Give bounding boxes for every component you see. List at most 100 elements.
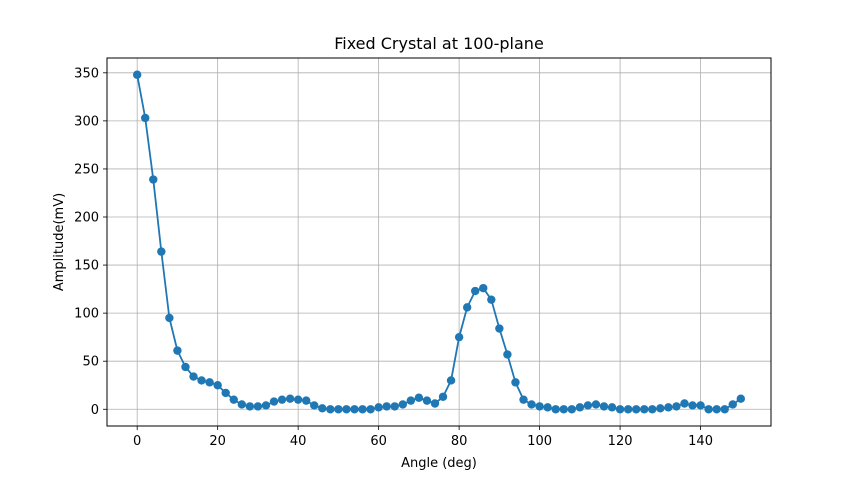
data-point <box>293 395 303 404</box>
y-tick-label: 350 <box>74 66 99 81</box>
data-point <box>535 402 544 411</box>
data-point <box>712 405 721 414</box>
data-point <box>704 405 713 414</box>
data-point <box>414 393 424 402</box>
data-point <box>664 403 673 412</box>
y-tick-label: 300 <box>74 114 99 129</box>
data-point <box>648 405 657 414</box>
data-point <box>607 403 617 412</box>
data-point <box>253 402 263 411</box>
data-point <box>358 405 367 414</box>
data-point <box>543 403 552 412</box>
data-point <box>696 401 705 410</box>
data-point <box>422 396 432 405</box>
data-point <box>173 346 182 355</box>
data-point <box>454 332 464 342</box>
data-point <box>583 401 593 410</box>
data-point <box>688 401 697 410</box>
data-point <box>237 400 247 409</box>
data-point <box>132 70 142 79</box>
data-series <box>132 70 746 414</box>
data-point <box>141 113 150 123</box>
y-tick-label: 50 <box>82 355 99 370</box>
data-point <box>720 405 729 414</box>
data-point <box>277 395 287 404</box>
data-point <box>326 405 335 414</box>
plot-frame <box>106 57 772 427</box>
data-point <box>599 402 609 411</box>
data-point <box>631 405 641 414</box>
y-axis-ticks: 0 50 100 150 200 250 300 350 <box>74 66 107 418</box>
data-point <box>487 295 496 304</box>
data-point <box>197 376 206 385</box>
data-point <box>567 405 576 414</box>
x-tick-label: 0 <box>133 434 141 449</box>
data-point <box>334 405 343 414</box>
chart-title: Fixed Crystal at 100-plane <box>334 34 544 53</box>
data-point <box>213 381 222 390</box>
data-point <box>559 405 568 414</box>
data-point <box>406 396 416 405</box>
data-point <box>398 400 407 409</box>
data-point <box>591 400 601 409</box>
data-point <box>310 401 319 410</box>
data-point <box>736 394 746 403</box>
y-tick-label: 250 <box>74 162 99 177</box>
data-point <box>350 405 359 414</box>
data-point <box>503 350 512 359</box>
data-point <box>302 396 311 405</box>
data-point <box>519 395 528 404</box>
data-point <box>623 405 633 414</box>
data-point <box>656 404 665 413</box>
data-point <box>382 402 391 411</box>
data-point <box>728 400 737 409</box>
x-tick-label: 120 <box>608 434 633 449</box>
data-point <box>527 400 536 409</box>
x-tick-label: 80 <box>451 434 468 449</box>
data-point <box>181 362 190 372</box>
data-point <box>374 403 383 412</box>
data-point <box>269 397 279 406</box>
data-point <box>446 376 456 385</box>
y-tick-label: 100 <box>74 307 99 322</box>
data-point <box>342 405 351 414</box>
data-point <box>672 402 681 411</box>
data-point <box>462 303 472 312</box>
data-point <box>438 392 448 401</box>
data-point <box>157 247 166 256</box>
y-axis-label: Amplitude(mV) <box>52 193 67 291</box>
x-axis-label: Angle (deg) <box>401 456 477 471</box>
x-axis-ticks: 0 20 40 60 80 100 120 140 <box>133 426 713 449</box>
data-point <box>551 405 560 414</box>
data-point <box>221 388 230 398</box>
x-tick-label: 20 <box>209 434 226 449</box>
data-point <box>245 402 255 411</box>
grid <box>107 58 771 426</box>
y-tick-label: 200 <box>74 211 99 226</box>
y-tick-label: 0 <box>91 403 99 418</box>
data-point <box>318 404 327 413</box>
data-point <box>430 399 440 408</box>
y-tick-label: 150 <box>74 259 99 274</box>
x-tick-label: 60 <box>370 434 387 449</box>
data-point <box>165 313 174 323</box>
data-point <box>390 402 399 411</box>
data-point <box>189 372 198 381</box>
data-point <box>261 401 271 410</box>
data-point <box>495 324 504 333</box>
data-point <box>471 286 480 296</box>
data-point <box>479 283 488 293</box>
data-point <box>511 378 520 387</box>
data-point <box>149 175 158 184</box>
x-tick-label: 140 <box>688 434 713 449</box>
data-point <box>575 403 585 412</box>
x-tick-label: 100 <box>527 434 552 449</box>
data-point <box>640 405 649 414</box>
data-point <box>285 394 295 403</box>
data-point <box>680 399 689 408</box>
data-point <box>229 395 238 404</box>
data-point <box>615 405 625 414</box>
x-tick-label: 40 <box>290 434 307 449</box>
data-point <box>366 405 375 414</box>
